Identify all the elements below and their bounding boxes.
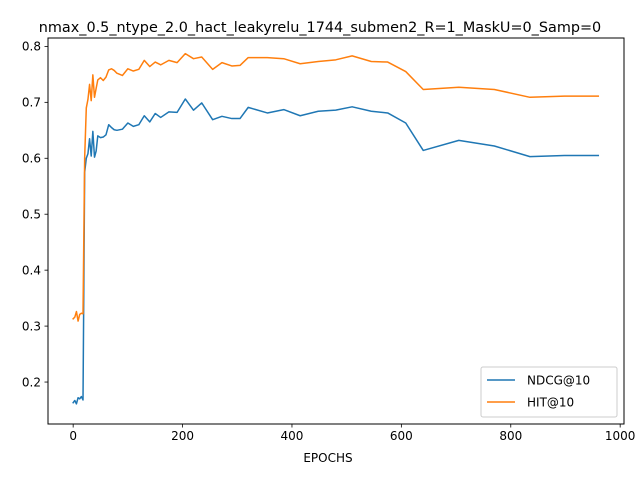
x-tick-label: 400 (281, 429, 304, 443)
x-axis-label: EPOCHS (303, 451, 352, 465)
y-tick-label: 0.6 (22, 152, 41, 166)
series-line-ndcg (72, 98, 600, 405)
legend: NDCG@10 HIT@10 (480, 366, 618, 418)
y-tick-label: 0.2 (22, 375, 41, 389)
plot-lines (72, 52, 600, 405)
legend-label: HIT@10 (527, 396, 574, 410)
plot-frame (47, 37, 625, 425)
y-tick-label: 0.8 (22, 40, 41, 54)
x-tick-label: 1000 (605, 429, 636, 443)
x-tick-label: 600 (390, 429, 413, 443)
y-tick-label: 0.5 (22, 208, 41, 222)
y-tick-label: 0.3 (22, 319, 41, 333)
chart-title: nmax_0.5_ntype_2.0_hact_leakyrelu_1744_s… (39, 20, 601, 36)
x-tick-label: 200 (171, 429, 194, 443)
x-axis-ticks: 0 200 400 600 800 1000 (69, 424, 635, 443)
x-tick-label: 800 (499, 429, 522, 443)
y-axis-ticks: 0.2 0.3 0.4 0.5 0.6 0.7 0.8 (22, 40, 48, 389)
y-tick-label: 0.7 (22, 96, 41, 110)
legend-label: NDCG@10 (527, 374, 590, 388)
x-tick-label: 0 (69, 429, 77, 443)
series-line-hit (72, 52, 600, 322)
y-tick-label: 0.4 (22, 263, 41, 277)
